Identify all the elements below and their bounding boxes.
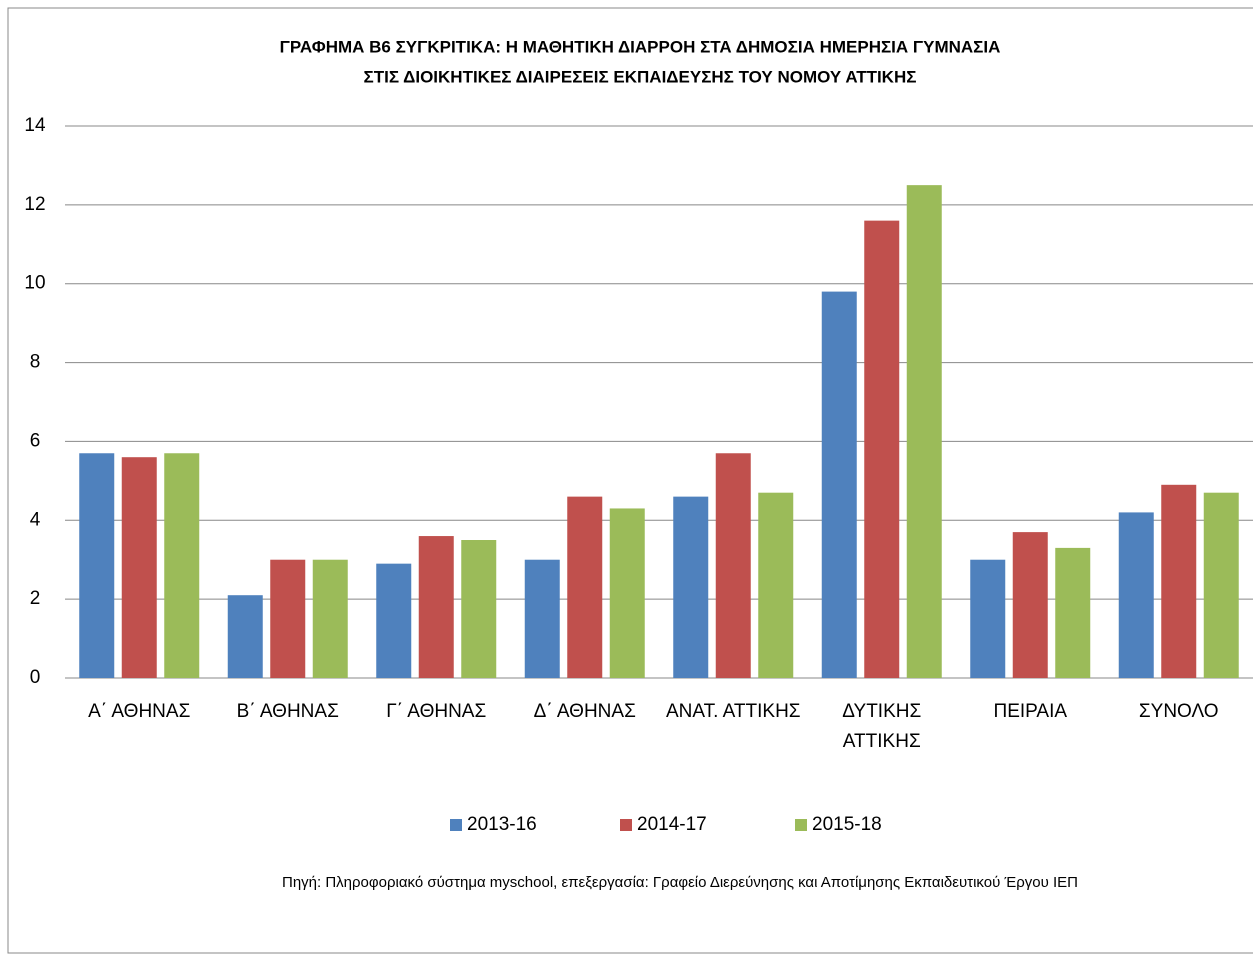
bar <box>227 595 263 678</box>
bar <box>312 559 348 678</box>
legend-swatch <box>620 819 632 831</box>
y-tick-label: 4 <box>30 509 41 530</box>
chart-frame <box>7 7 1253 954</box>
bar <box>418 536 454 678</box>
legend-swatch <box>795 819 807 831</box>
x-tick-label: ΠΕΙΡΑΙΑ <box>993 701 1068 722</box>
legend-swatch <box>450 819 462 831</box>
y-tick-label: 0 <box>30 667 41 688</box>
y-tick-label: 12 <box>24 194 45 215</box>
bar <box>376 563 412 678</box>
y-tick-label: 2 <box>30 588 41 609</box>
bar <box>121 457 157 678</box>
bar <box>970 559 1006 678</box>
x-tick-label: Β΄ ΑΘΗΝΑΣ <box>236 701 339 722</box>
chart-title: ΣΤΙΣ ΔΙΟΙΚΗΤΙΚΕΣ ΔΙΑΙΡΕΣΕΙΣ ΕΚΠΑΙΔΕΥΣΗΣ … <box>364 67 917 86</box>
bar <box>906 185 942 678</box>
y-tick-label: 8 <box>30 352 41 373</box>
x-tick-label: Α΄ ΑΘΗΝΑΣ <box>88 701 191 722</box>
legend-label: 2014-17 <box>637 814 707 835</box>
bar <box>461 540 497 678</box>
bar <box>79 453 115 678</box>
legend-label: 2015-18 <box>812 814 882 835</box>
bar <box>1012 532 1048 678</box>
bar <box>524 559 560 678</box>
x-tick-label: ΑΝΑΤ. ΑΤΤΙΚΗΣ <box>665 701 801 722</box>
bar <box>164 453 200 678</box>
bar <box>758 492 794 678</box>
source-note: Πηγή: Πληροφοριακό σύστημα myschool, επε… <box>282 874 1078 891</box>
bar <box>1203 492 1239 678</box>
bar <box>715 453 751 678</box>
x-tick-label: ΔΥΤΙΚΗΣ ΑΤΤΙΚΗΣ <box>842 701 922 752</box>
x-tick-label: Γ΄ ΑΘΗΝΑΣ <box>386 701 487 722</box>
bar <box>609 508 645 678</box>
x-tick-label: ΣΥΝΟΛΟ <box>1138 701 1219 722</box>
bar <box>821 291 857 678</box>
bar <box>1055 547 1091 678</box>
x-tick-label: Δ΄ ΑΘΗΝΑΣ <box>533 701 636 722</box>
legend-label: 2013-16 <box>467 814 537 835</box>
y-tick-label: 14 <box>24 115 46 136</box>
bar <box>864 220 900 678</box>
bar <box>1161 484 1197 678</box>
chart-title: ΓΡΑΦΗΜΑ Β6 ΣΥΓΚΡΙΤΙΚΑ: Η ΜΑΘΗΤΙΚΗ ΔΙΑΡΡΟ… <box>280 37 1001 56</box>
y-tick-label: 6 <box>30 430 41 451</box>
bar <box>567 496 603 678</box>
bar <box>1118 512 1154 678</box>
bar <box>673 496 709 678</box>
y-tick-label: 10 <box>24 273 45 294</box>
bar <box>270 559 306 678</box>
